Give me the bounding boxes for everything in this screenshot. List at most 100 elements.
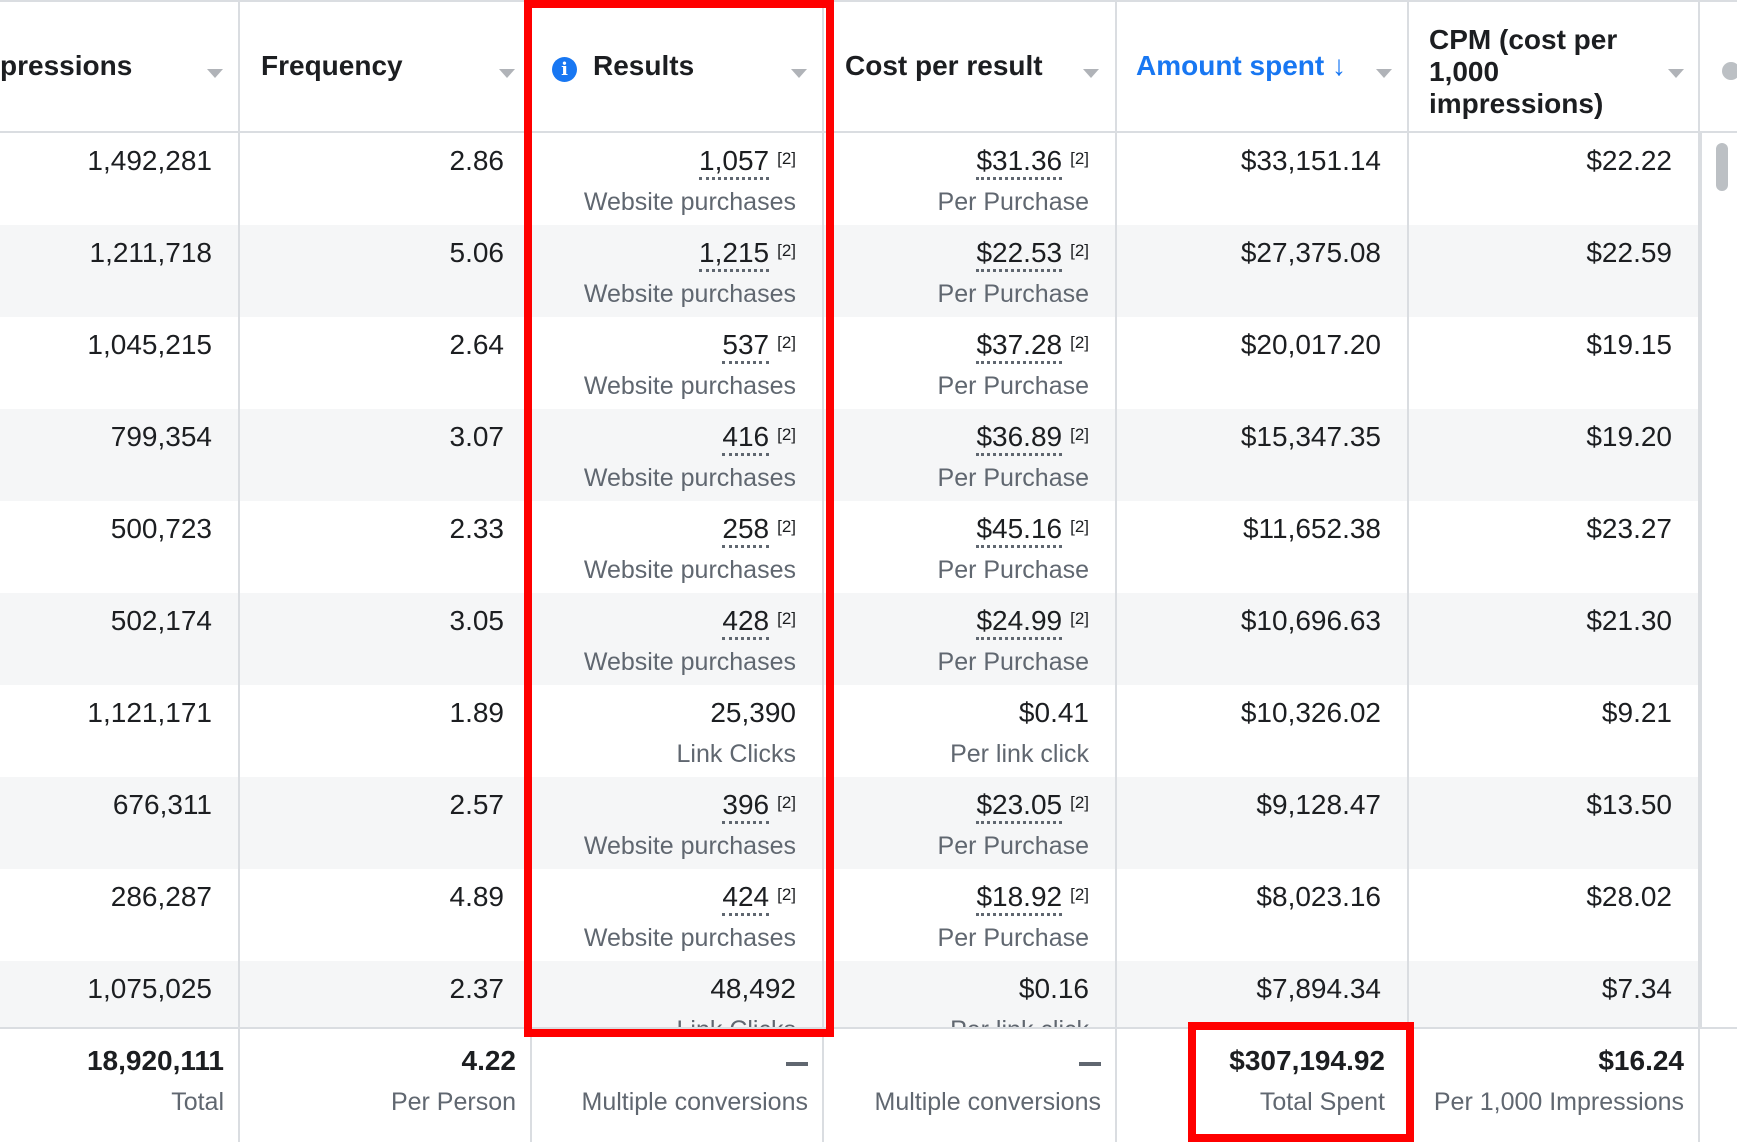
metric-link[interactable]: $18.92: [976, 881, 1063, 916]
total-impressions-value: 18,920,111: [86, 1045, 224, 1076]
chevron-down-icon[interactable]: [1376, 69, 1392, 78]
result-type-label: Per link click: [950, 1015, 1089, 1027]
result-type-label: Per Purchase: [937, 924, 1089, 952]
metric-link[interactable]: 428: [722, 605, 770, 640]
footnote-reference[interactable]: [2]: [1070, 425, 1089, 444]
metric-link[interactable]: $36.89: [976, 421, 1063, 456]
table-row[interactable]: 502,174 3.05 428 [2] Website purchases $24.99…: [0, 593, 1700, 685]
sort-descending-icon[interactable]: ↓: [1332, 50, 1346, 81]
footnote-reference[interactable]: [2]: [1070, 241, 1089, 260]
cost-per-result-cell: $37.28 [2] Per Purchase: [824, 317, 1117, 409]
metric-link[interactable]: 416: [722, 421, 770, 456]
amount-spent-cell: $15,347.35: [1117, 409, 1409, 501]
results-value: 428 [2]: [722, 605, 796, 640]
footnote-reference[interactable]: [2]: [777, 149, 796, 168]
table-body: 1,492,281 2.86 1,057 [2] Website purchases $3…: [0, 133, 1737, 1027]
impressions-cell: 1,492,281: [0, 133, 240, 225]
footnote-reference[interactable]: [2]: [777, 333, 796, 352]
table-row[interactable]: 286,287 4.89 424 [2] Website purchases $18.92…: [0, 869, 1700, 961]
cpm-cell: $19.15: [1409, 317, 1700, 409]
table-row[interactable]: 1,075,025 2.37 48,492 Link Clicks $0.16 Per l…: [0, 961, 1700, 1027]
amount-spent-value: $20,017.20: [1240, 329, 1381, 360]
cost-per-result-cell: $23.05 [2] Per Purchase: [824, 777, 1117, 869]
metric-link[interactable]: $31.36: [976, 145, 1063, 180]
metric-link[interactable]: 424: [722, 881, 770, 916]
metric-link[interactable]: 396: [722, 789, 770, 824]
metric-link[interactable]: $37.28: [976, 329, 1063, 364]
chevron-down-icon[interactable]: [207, 69, 223, 78]
result-type-label: Website purchases: [583, 832, 796, 860]
table-row[interactable]: 1,045,215 2.64 537 [2] Website purchases $37.…: [0, 317, 1700, 409]
column-header-frequency[interactable]: Frequency: [240, 2, 532, 133]
impressions-value: 286,287: [110, 881, 212, 912]
table-row[interactable]: 1,211,718 5.06 1,215 [2] Website purchases $2…: [0, 225, 1700, 317]
amount-spent-cell: $9,128.47: [1117, 777, 1409, 869]
metric-link[interactable]: $22.53: [976, 237, 1063, 272]
dash-icon: [1079, 1062, 1101, 1066]
footnote-reference[interactable]: [2]: [777, 609, 796, 628]
impressions-cell: 500,723: [0, 501, 240, 593]
total-amount-label: Total Spent: [1259, 1088, 1385, 1116]
cpm-cell: $7.34: [1409, 961, 1700, 1027]
result-type-label: Website purchases: [583, 924, 796, 952]
column-header-label: CPM (cost per 1,000 impressions): [1429, 24, 1618, 119]
footnote-reference[interactable]: [2]: [1070, 885, 1089, 904]
footnote-reference[interactable]: [2]: [1070, 149, 1089, 168]
column-header-impressions[interactable]: pressions: [0, 2, 240, 133]
column-header-results[interactable]: i Results: [532, 2, 824, 133]
frequency-cell: 5.06: [240, 225, 532, 317]
result-type-label: Website purchases: [583, 556, 796, 584]
table-row[interactable]: 1,121,171 1.89 25,390 Link Clicks $0.41 Per l…: [0, 685, 1700, 777]
result-type-label: Per Purchase: [937, 280, 1089, 308]
footnote-reference[interactable]: [2]: [777, 517, 796, 536]
impressions-cell: 502,174: [0, 593, 240, 685]
frequency-cell: 3.07: [240, 409, 532, 501]
frequency-value: 2.37: [449, 973, 505, 1004]
cost-per-result-cell: $36.89 [2] Per Purchase: [824, 409, 1117, 501]
result-type-label: Per Purchase: [937, 648, 1089, 676]
cpm-cell: $9.21: [1409, 685, 1700, 777]
results-value: 424 [2]: [722, 881, 796, 916]
vertical-scrollbar[interactable]: [1700, 133, 1737, 1027]
footnote-reference[interactable]: [2]: [1070, 517, 1089, 536]
impressions-cell: 676,311: [0, 777, 240, 869]
result-type-label: Per Purchase: [937, 832, 1089, 860]
footnote-reference[interactable]: [2]: [777, 241, 796, 260]
column-header-cost-per-result[interactable]: Cost per result: [824, 2, 1117, 133]
metric-link[interactable]: 1,215: [699, 237, 770, 272]
metric-link[interactable]: 258: [722, 513, 770, 548]
frequency-value: 4.89: [449, 881, 505, 912]
impressions-cell: 1,045,215: [0, 317, 240, 409]
metric-link[interactable]: 1,057: [699, 145, 770, 180]
total-results: Multiple conversions: [532, 1029, 824, 1142]
metric-link[interactable]: $23.05: [976, 789, 1063, 824]
table-row[interactable]: 799,354 3.07 416 [2] Website purchases $36.89…: [0, 409, 1700, 501]
frequency-cell: 3.05: [240, 593, 532, 685]
table-row[interactable]: 676,311 2.57 396 [2] Website purchases $23.05…: [0, 777, 1700, 869]
column-header-amount-spent[interactable]: Amount spent ↓: [1117, 2, 1409, 133]
chevron-down-icon[interactable]: [499, 69, 515, 78]
cpm-value: $19.15: [1586, 329, 1672, 360]
column-header-cpm[interactable]: CPM (cost per 1,000 impressions): [1409, 2, 1700, 133]
cpm-cell: $21.30: [1409, 593, 1700, 685]
footnote-reference[interactable]: [2]: [777, 793, 796, 812]
footnote-reference[interactable]: [2]: [777, 885, 796, 904]
chevron-down-icon[interactable]: [1083, 69, 1099, 78]
footnote-reference[interactable]: [2]: [1070, 609, 1089, 628]
results-cell: 396 [2] Website purchases: [532, 777, 824, 869]
metric-link[interactable]: 537: [722, 329, 770, 364]
frequency-value: 2.86: [449, 145, 505, 176]
info-icon[interactable]: i: [552, 57, 577, 82]
scrollbar-thumb[interactable]: [1716, 143, 1728, 191]
metric-link[interactable]: $45.16: [976, 513, 1063, 548]
add-column-icon[interactable]: [1722, 62, 1737, 80]
metric-link[interactable]: $24.99: [976, 605, 1063, 640]
footnote-reference[interactable]: [2]: [1070, 333, 1089, 352]
footnote-reference[interactable]: [2]: [777, 425, 796, 444]
chevron-down-icon[interactable]: [791, 69, 807, 78]
table-row[interactable]: 1,492,281 2.86 1,057 [2] Website purchases $3…: [0, 133, 1700, 225]
footnote-reference[interactable]: [2]: [1070, 793, 1089, 812]
chevron-down-icon[interactable]: [1668, 69, 1684, 78]
table-row[interactable]: 500,723 2.33 258 [2] Website purchases $45.16…: [0, 501, 1700, 593]
amount-spent-value: $8,023.16: [1256, 881, 1381, 912]
